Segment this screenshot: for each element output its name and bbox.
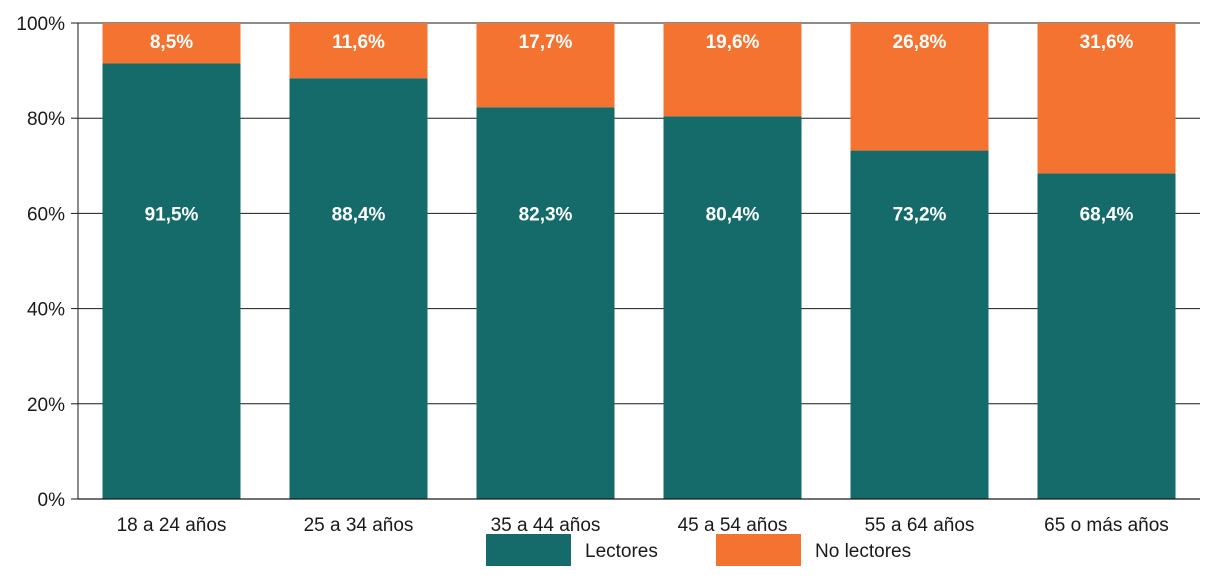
y-tick-label: 20% (27, 395, 65, 416)
y-axis: 0% 20% 40% 60% 80% 100% (16, 14, 79, 511)
data-label: 88,4% (332, 204, 386, 225)
x-category-label: 65 o más años (1044, 515, 1169, 536)
bar-no-lectores (850, 23, 989, 151)
data-label: 80,4% (706, 204, 760, 225)
bar-no-lectores (663, 23, 802, 117)
bar-lectores (102, 63, 241, 500)
x-category-label: 45 a 54 años (678, 515, 788, 536)
data-label: 11,6% (332, 32, 385, 53)
y-tick-label: 40% (27, 300, 65, 321)
legend-label: No lectores (815, 541, 911, 562)
legend-label: Lectores (585, 541, 658, 562)
legend-swatch-lectores (486, 534, 571, 566)
bar-lectores (289, 78, 428, 499)
bar-lectores (1037, 173, 1176, 499)
y-tick-label: 80% (27, 109, 65, 130)
gridlines (78, 22, 1200, 500)
data-label: 73,2% (893, 204, 947, 225)
x-category-label: 35 a 44 años (491, 515, 601, 536)
y-tick-label: 60% (27, 204, 65, 225)
y-tick-label: 0% (38, 490, 66, 511)
legend-swatch-no-lectores (716, 534, 801, 566)
bars: 91,5% 8,5% 88,4% 11,6% 82,3% 17,7% 80,4% 19,6% 7… (102, 23, 1176, 500)
bar-lectores (663, 116, 802, 500)
data-label: 31,6% (1080, 32, 1134, 53)
y-tick-label: 100% (16, 14, 65, 35)
x-category-label: 55 a 64 años (865, 515, 975, 536)
data-label: 68,4% (1080, 204, 1134, 225)
data-label: 17,7% (519, 32, 573, 53)
legend: Lectores No lectores (486, 534, 911, 566)
bar-no-lectores (1037, 23, 1176, 174)
data-label: 91,5% (145, 204, 199, 225)
x-category-label: 25 a 34 años (304, 515, 414, 536)
data-label: 26,8% (893, 32, 947, 53)
bar-lectores (476, 107, 615, 499)
bar-no-lectores (289, 23, 428, 79)
bar-no-lectores (102, 23, 241, 64)
x-axis: 18 a 24 años 25 a 34 años 35 a 44 años 45 a… (78, 498, 1200, 536)
data-label: 19,6% (706, 32, 760, 53)
x-category-label: 18 a 24 años (117, 515, 227, 536)
bar-no-lectores (476, 23, 615, 108)
data-label: 8,5% (150, 32, 193, 53)
data-label: 82,3% (519, 204, 573, 225)
bar-lectores (850, 150, 989, 499)
